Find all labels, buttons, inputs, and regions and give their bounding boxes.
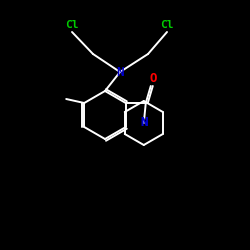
Text: N: N — [140, 116, 147, 130]
Text: O: O — [149, 72, 156, 86]
Text: N: N — [116, 66, 124, 78]
Text: Cl: Cl — [160, 20, 174, 30]
Text: N: N — [140, 116, 147, 130]
Text: Cl: Cl — [65, 20, 79, 30]
